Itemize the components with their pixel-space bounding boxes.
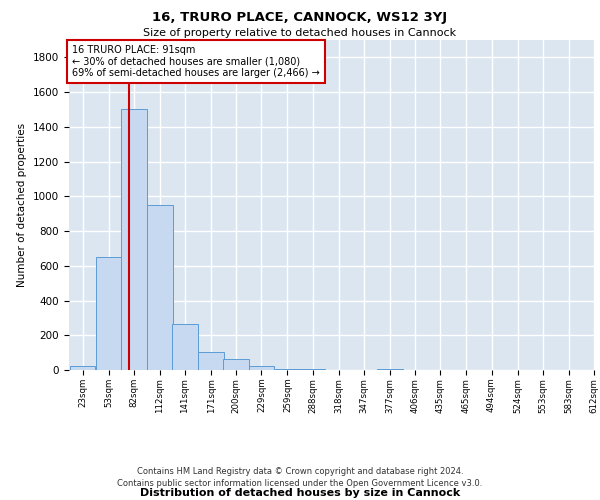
Bar xyxy=(300,369,325,370)
Text: 16 TRURO PLACE: 91sqm
← 30% of detached houses are smaller (1,080)
69% of semi-d: 16 TRURO PLACE: 91sqm ← 30% of detached … xyxy=(72,45,320,78)
Bar xyxy=(198,352,224,370)
Text: Contains HM Land Registry data © Crown copyright and database right 2024.: Contains HM Land Registry data © Crown c… xyxy=(137,467,463,476)
Text: Size of property relative to detached houses in Cannock: Size of property relative to detached ho… xyxy=(143,28,457,38)
Bar xyxy=(172,324,198,370)
Text: Contains public sector information licensed under the Open Government Licence v3: Contains public sector information licen… xyxy=(118,478,482,488)
Y-axis label: Number of detached properties: Number of detached properties xyxy=(17,123,28,287)
Bar xyxy=(248,366,274,370)
Bar xyxy=(275,369,300,370)
Bar xyxy=(377,369,403,370)
Bar xyxy=(121,110,146,370)
Text: 16, TRURO PLACE, CANNOCK, WS12 3YJ: 16, TRURO PLACE, CANNOCK, WS12 3YJ xyxy=(152,12,448,24)
Bar xyxy=(223,358,249,370)
Bar xyxy=(96,257,121,370)
Bar xyxy=(147,205,173,370)
Bar xyxy=(70,366,95,370)
Text: Distribution of detached houses by size in Cannock: Distribution of detached houses by size … xyxy=(140,488,460,498)
